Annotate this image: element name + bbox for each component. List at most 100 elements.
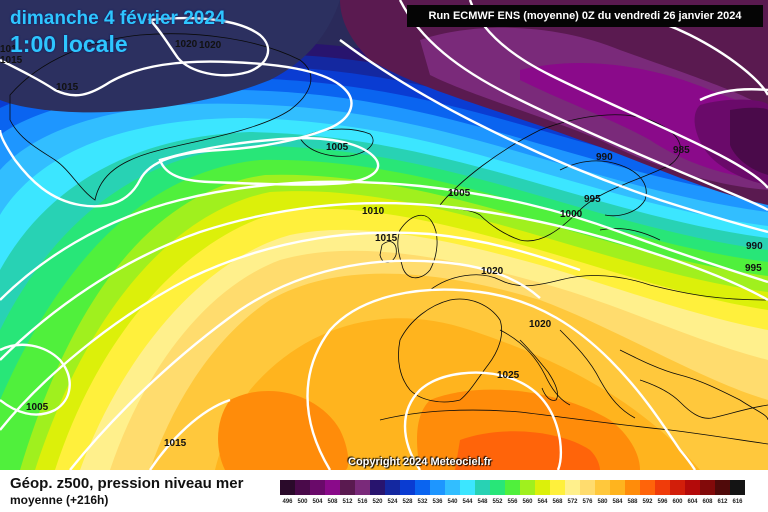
color-scale-label: 528 xyxy=(402,499,413,505)
color-scale-label: 500 xyxy=(297,499,308,505)
isobar-990 xyxy=(468,0,768,189)
color-swatch xyxy=(385,480,400,495)
color-swatch xyxy=(295,480,310,495)
color-swatch xyxy=(595,480,610,495)
isobar-label: 101 xyxy=(0,44,17,55)
color-swatch xyxy=(580,480,595,495)
color-swatch xyxy=(310,480,325,495)
color-swatch xyxy=(400,480,415,495)
isobar-label: 1005 xyxy=(26,402,49,413)
isobar-995 xyxy=(398,0,768,212)
isobar-1020-inner xyxy=(306,288,697,470)
isobar-990-ne xyxy=(699,88,768,102)
isobar-label: 1020 xyxy=(481,266,504,277)
isobar-1020-mid xyxy=(69,259,541,470)
isobar-label: 990 xyxy=(746,241,763,252)
geopotential-bands xyxy=(0,0,768,470)
color-scale-label: 536 xyxy=(432,499,443,505)
forecast-time: 1:00 locale xyxy=(10,31,128,57)
isobar-label: 985 xyxy=(673,145,690,156)
color-swatch xyxy=(610,480,625,495)
color-scale-label: 540 xyxy=(447,499,458,505)
color-scale-label: 512 xyxy=(342,499,353,505)
color-scale-label: 544 xyxy=(462,499,473,505)
color-scale-label: 576 xyxy=(582,499,593,505)
isobar-label: 990 xyxy=(596,152,613,163)
color-swatch xyxy=(655,480,670,495)
isobar-label: 1015 xyxy=(56,82,79,93)
color-swatch xyxy=(460,480,475,495)
color-swatch xyxy=(685,480,700,495)
isobar-label: 1015 xyxy=(375,233,398,244)
isobars xyxy=(0,0,768,470)
color-scale-label: 608 xyxy=(702,499,713,505)
forecast-date: dimanche 4 février 2024 xyxy=(10,8,226,29)
color-scale-label: 532 xyxy=(417,499,428,505)
model-run-banner: Run ECMWF ENS (moyenne) 0Z du vendredi 2… xyxy=(407,5,763,27)
color-swatch xyxy=(505,480,520,495)
color-scale-label: 604 xyxy=(687,499,698,505)
isobar-label: 1020 xyxy=(175,39,198,50)
color-swatch xyxy=(370,480,385,495)
isobar-1010 xyxy=(0,201,768,361)
color-swatch xyxy=(550,480,565,495)
color-swatch xyxy=(490,480,505,495)
color-scale-label: 556 xyxy=(507,499,518,505)
isobar-label: 995 xyxy=(584,194,601,205)
color-scale-label: 612 xyxy=(717,499,728,505)
isobar-label: 1000 xyxy=(560,209,583,220)
color-scale-label: 560 xyxy=(522,499,533,505)
isobar-1025 xyxy=(403,371,563,470)
color-scale-label: 616 xyxy=(732,499,743,505)
color-scale-label: 496 xyxy=(282,499,293,505)
color-swatch xyxy=(280,480,295,495)
color-scale-label: 600 xyxy=(672,499,683,505)
isobar-labels: 1020 1020 1015 1015 1015 1015 1005 1005 … xyxy=(0,39,763,449)
color-scale-label: 596 xyxy=(657,499,668,505)
color-scale-label: 572 xyxy=(567,499,578,505)
color-scale-label: 568 xyxy=(552,499,563,505)
color-swatch xyxy=(430,480,445,495)
isobar-1000 xyxy=(339,39,768,234)
isobar-label: 1010 xyxy=(362,206,385,217)
isobar-1005-upper xyxy=(158,136,380,186)
isobar-1005-mid xyxy=(0,180,768,301)
color-swatch xyxy=(325,480,340,495)
color-swatch xyxy=(355,480,370,495)
isobar-label: 1015 xyxy=(164,438,187,449)
isobar-label: 1020 xyxy=(529,319,552,330)
legend-subtitle: moyenne (+216h) xyxy=(10,493,109,507)
color-scale-label: 580 xyxy=(597,499,608,505)
isobar-1020-north xyxy=(147,16,270,77)
isobar-label: 1025 xyxy=(497,370,520,381)
color-scale-label: 592 xyxy=(642,499,653,505)
color-swatch xyxy=(340,480,355,495)
color-swatch xyxy=(715,480,730,495)
color-swatch xyxy=(670,480,685,495)
legend-title: Géop. z500, pression niveau mer xyxy=(10,475,244,492)
isobar-1015-greenland xyxy=(0,58,353,208)
isobar-label: 1005 xyxy=(326,142,349,153)
weather-map: 1020 1020 1015 1015 1015 1015 1005 1005 … xyxy=(0,0,768,470)
isobar-1015-sw xyxy=(149,398,231,470)
color-swatch xyxy=(625,480,640,495)
color-swatch xyxy=(520,480,535,495)
color-swatch xyxy=(700,480,715,495)
isobar-label: 1005 xyxy=(448,188,471,199)
isobar-label: 995 xyxy=(745,263,762,274)
color-swatch xyxy=(640,480,655,495)
color-scale-label: 516 xyxy=(357,499,368,505)
color-swatch xyxy=(565,480,580,495)
color-scale-label: 504 xyxy=(312,499,323,505)
color-scale-label: 584 xyxy=(612,499,623,505)
color-scale-label: 564 xyxy=(537,499,548,505)
color-swatch xyxy=(535,480,550,495)
isobar-label: 1015 xyxy=(0,55,23,66)
color-swatch xyxy=(730,480,745,495)
color-scale-label: 588 xyxy=(627,499,638,505)
color-swatch xyxy=(415,480,430,495)
color-scale-label: 552 xyxy=(492,499,503,505)
color-scale-label: 524 xyxy=(387,499,398,505)
copyright-notice: Copyright 2024 Meteociel.fr xyxy=(348,456,492,468)
legend-bar: Géop. z500, pression niveau mer moyenne … xyxy=(0,470,768,512)
